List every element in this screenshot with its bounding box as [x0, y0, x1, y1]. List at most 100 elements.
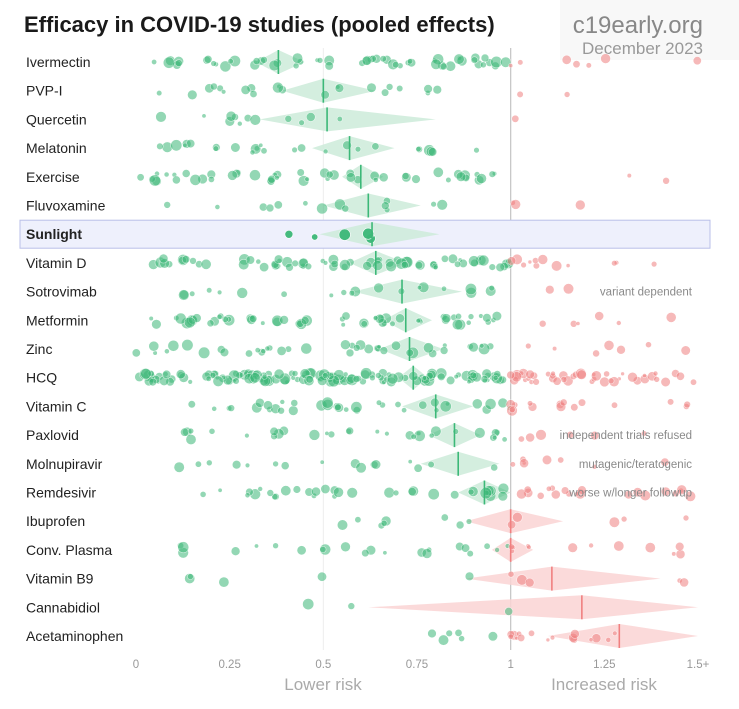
study-point [336, 116, 343, 123]
study-point [292, 485, 302, 494]
study-point [200, 258, 212, 270]
study-point [508, 543, 515, 551]
study-point [371, 142, 380, 151]
study-point [258, 142, 264, 148]
study-point [608, 516, 621, 528]
study-point [249, 149, 256, 156]
row-label: Sotrovimab [26, 284, 97, 300]
study-point [252, 57, 261, 65]
row-label: Zinc [26, 341, 52, 357]
study-point [284, 230, 294, 239]
study-point [339, 259, 351, 271]
row-note: independent trials refused [560, 430, 692, 442]
study-point [427, 488, 440, 501]
study-point [561, 54, 572, 65]
study-point [311, 233, 319, 241]
study-point [322, 148, 329, 155]
study-point [437, 634, 450, 646]
study-point [468, 342, 479, 353]
study-point [341, 204, 350, 213]
study-point [445, 629, 453, 637]
study-point [259, 262, 270, 273]
study-point [523, 485, 532, 494]
study-point [273, 254, 284, 264]
study-point [432, 264, 439, 271]
study-point [260, 56, 268, 64]
study-point [526, 400, 534, 407]
study-point [288, 405, 299, 416]
study-point [189, 257, 197, 265]
row-zinc: Zinc [26, 337, 691, 361]
study-point [206, 287, 213, 294]
row-label: Cannabidiol [26, 599, 100, 615]
study-point [245, 349, 254, 358]
study-point [559, 398, 568, 407]
row-fluvoxamine: Fluvoxamine [26, 193, 586, 218]
study-point [432, 84, 442, 95]
study-point [501, 436, 508, 443]
study-point [350, 401, 363, 414]
row-label: Paxlovid [26, 427, 79, 443]
study-point [532, 378, 540, 386]
study-point [574, 199, 586, 211]
study-point [296, 168, 305, 177]
study-point [415, 146, 422, 153]
study-point [216, 289, 223, 296]
study-point [348, 289, 356, 297]
study-point [430, 58, 442, 70]
study-point [611, 260, 618, 267]
study-point [390, 340, 401, 351]
study-point [340, 289, 348, 296]
study-point [427, 628, 437, 639]
lower-risk-caption: Lower risk [284, 675, 362, 694]
study-point [151, 319, 162, 330]
study-point [209, 82, 218, 91]
study-point [588, 542, 594, 549]
study-point [545, 485, 552, 492]
row-label: Molnupiravir [26, 456, 103, 472]
study-point [415, 318, 421, 324]
row-sunlight: Sunlight [19, 219, 711, 249]
row-exercise: Exercise [26, 164, 670, 189]
study-point [421, 548, 433, 559]
study-point [494, 547, 500, 553]
study-point [372, 260, 384, 271]
study-point [392, 61, 400, 69]
study-point [474, 427, 486, 439]
study-point [341, 311, 351, 321]
study-point [148, 174, 161, 187]
study-point [660, 376, 671, 388]
study-point [230, 142, 241, 153]
study-point [428, 432, 435, 439]
study-point [244, 492, 251, 499]
study-point [260, 348, 267, 355]
study-point [280, 485, 292, 497]
study-point [450, 490, 460, 500]
study-point [477, 254, 490, 267]
study-point [375, 399, 383, 406]
study-point [592, 349, 600, 358]
study-point [480, 375, 489, 383]
study-point [279, 399, 286, 405]
study-point [414, 261, 424, 270]
row-cannabidiol: Cannabidiol [26, 595, 698, 620]
study-point [272, 460, 279, 468]
study-point [162, 56, 175, 69]
study-point [219, 347, 230, 358]
ci-diamond [319, 222, 440, 247]
study-point [272, 81, 284, 94]
study-point [411, 174, 421, 184]
study-point [612, 630, 618, 636]
row-label: Fluvoxamine [26, 198, 106, 214]
study-point [473, 147, 480, 154]
study-point [206, 319, 215, 328]
study-point [626, 173, 632, 179]
row-label: Vitamin C [26, 398, 86, 414]
study-point [212, 375, 224, 387]
study-point [560, 376, 568, 383]
row-label: Vitamin B9 [26, 571, 94, 587]
study-point [460, 543, 471, 553]
row-conv-plasma: Conv. Plasma [26, 537, 686, 562]
study-point [401, 172, 410, 180]
study-point [525, 342, 532, 350]
